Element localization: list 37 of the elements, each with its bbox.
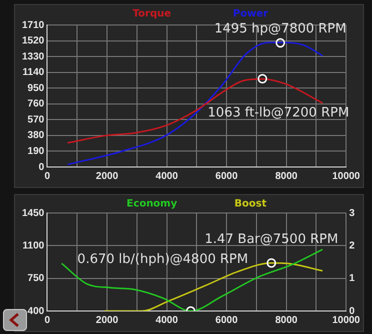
x-tick-label: 10000 xyxy=(332,314,360,326)
line-series xyxy=(60,248,324,311)
y2-tick-label: 0 xyxy=(349,306,356,317)
annotation: 0.670 lb/(hph)@4800 RPM xyxy=(77,252,248,267)
x-tick-label: 4000 xyxy=(156,170,178,182)
y-tick-label: 380 xyxy=(28,130,45,142)
x-tick-label: 8000 xyxy=(275,170,298,182)
x-tick-label: 6000 xyxy=(215,170,238,182)
y-tick-label: 1100 xyxy=(22,240,45,252)
text: Economy xyxy=(126,198,178,210)
x-tick-label: 4000 xyxy=(156,314,178,326)
y-tick-label: 1520 xyxy=(22,36,45,47)
x-tick-label: 10000 xyxy=(332,170,360,182)
y-tick-label: 570 xyxy=(28,114,45,126)
y-tick-label: 750 xyxy=(28,273,45,284)
annotation: 1.47 Bar@7500 RPM xyxy=(204,232,338,247)
y-tick-label: 190 xyxy=(28,146,45,157)
y-tick-label: 950 xyxy=(28,82,45,94)
y-tick-label: 1710 xyxy=(22,20,45,31)
y-tick-label: 0 xyxy=(38,162,45,173)
annotation: 1063 ft-lb@7200 RPM xyxy=(208,106,350,121)
y-tick-label: 1450 xyxy=(22,208,45,219)
text: Torque xyxy=(132,8,172,20)
y-tick-label: 1330 xyxy=(22,51,45,62)
x-tick-label: 2000 xyxy=(96,314,119,326)
y-tick-label: 1140 xyxy=(22,67,45,78)
y-tick-label: 760 xyxy=(28,98,45,110)
x-tick-label: 2000 xyxy=(96,170,119,182)
text: Boost xyxy=(234,198,267,210)
y2-tick-label: 2 xyxy=(349,240,356,252)
annotation: 1495 hp@7800 RPM xyxy=(214,22,346,37)
y2-tick-label: 1 xyxy=(349,273,356,284)
y2-tick-label: 3 xyxy=(349,208,356,219)
x-tick-label: 8000 xyxy=(275,314,298,326)
x-tick-label: 6000 xyxy=(215,314,238,326)
text: Power xyxy=(232,8,268,20)
y-tick-label: 400 xyxy=(28,306,45,317)
